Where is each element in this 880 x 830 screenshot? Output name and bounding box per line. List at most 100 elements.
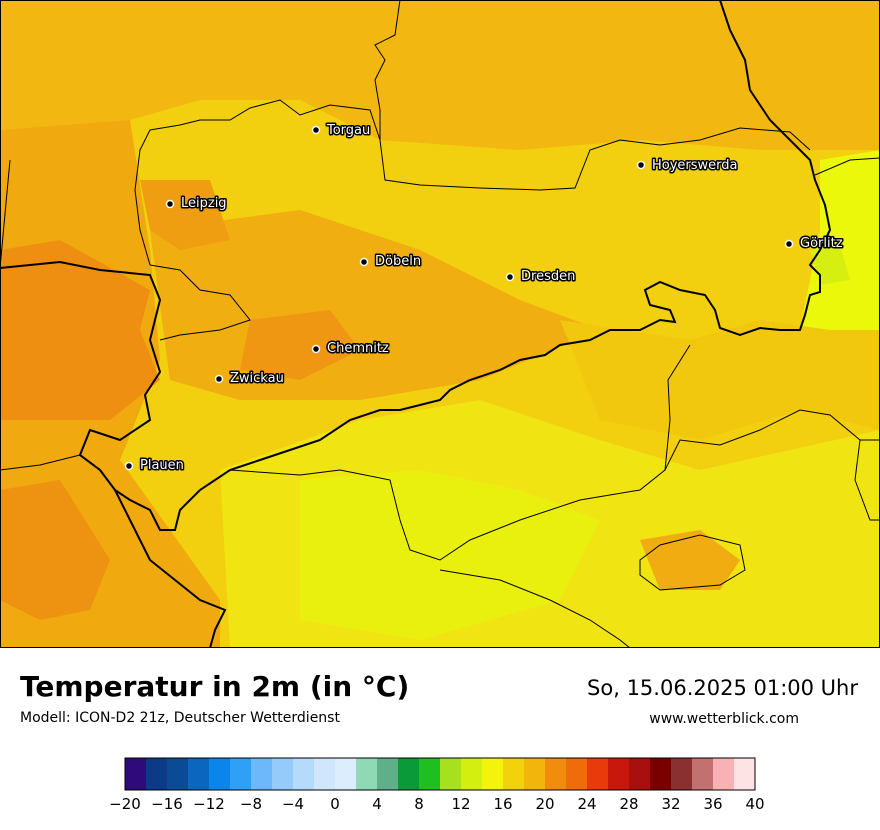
legend-tick-label: 20 <box>535 795 554 813</box>
czech-region-border-3 <box>439 569 631 648</box>
temp-zone-leipzig <box>140 180 230 250</box>
legend-swatch <box>608 758 630 790</box>
temp-zone-south-cooler <box>300 470 600 640</box>
state-border-thuringia <box>149 264 251 341</box>
city-zwickau: Zwickau <box>214 370 285 388</box>
legend-swatch <box>545 758 567 790</box>
legend-swatch <box>482 758 504 790</box>
state-border-west-south <box>0 454 81 471</box>
legend-swatch <box>251 758 273 790</box>
forecast-datetime: So, 15.06.2025 01:00 Uhr <box>587 676 858 700</box>
city-marker <box>311 344 321 354</box>
legend-swatch <box>230 758 252 790</box>
city-label: Torgau <box>326 123 370 138</box>
national-border-south <box>114 489 227 648</box>
legend-swatch <box>335 758 357 790</box>
legend-swatch <box>440 758 462 790</box>
city-hoyerswerda: Hoyerswerda <box>636 157 739 175</box>
temp-zone-southeast-warm <box>640 530 740 590</box>
city-dresden: Dresden <box>505 268 577 286</box>
legend-swatch <box>188 758 210 790</box>
czech-region-border-1 <box>229 409 880 561</box>
legend-swatch <box>377 758 399 790</box>
city-label: Dresden <box>521 269 575 284</box>
state-border-north <box>379 127 811 191</box>
legend-swatch <box>587 758 609 790</box>
legend-tick-label: 12 <box>451 795 470 813</box>
temp-zone-southwest-warm <box>0 480 110 620</box>
city-label: Görlitz <box>800 236 843 251</box>
legend-swatch <box>692 758 714 790</box>
state-border-west-left <box>0 159 11 269</box>
website-link[interactable]: www.wetterblick.com <box>649 711 799 727</box>
city-marker <box>505 272 515 282</box>
czech-region-border-2 <box>664 344 691 471</box>
map-footer: Temperatur in 2m (in °C) Modell: ICON-D2… <box>0 648 880 830</box>
legend-swatch <box>293 758 315 790</box>
legend-tick-label: 36 <box>703 795 722 813</box>
city-label: Döbeln <box>375 254 421 269</box>
city-chemnitz: Chemnitz <box>311 340 390 358</box>
poland-border-east <box>814 157 880 176</box>
page-title: Temperatur in 2m (in °C) <box>20 670 410 703</box>
legend-scale: −20 −16 −12 −8 −4 0 4 8 12 16 20 24 28 32 36 40 <box>109 757 765 813</box>
city-label: Plauen <box>140 458 184 473</box>
legend-tick-label: −4 <box>282 795 304 813</box>
legend-swatch <box>125 758 147 790</box>
legend-swatch <box>272 758 294 790</box>
legend-swatch <box>461 758 483 790</box>
legend-swatch <box>524 758 546 790</box>
legend-swatch <box>146 758 168 790</box>
city-plauen: Plauen <box>124 457 185 475</box>
legend-swatch <box>629 758 651 790</box>
color-legend: −20 −16 −12 −8 −4 0 4 8 12 16 20 24 28 32 36 40 <box>0 754 880 824</box>
legend-swatch <box>356 758 378 790</box>
legend-swatch <box>671 758 693 790</box>
temp-zone-chemnitz <box>240 310 360 380</box>
legend-swatch <box>419 758 441 790</box>
city-goerlitz: Görlitz <box>784 235 844 253</box>
city-label: Chemnitz <box>327 341 389 356</box>
model-source: Modell: ICON-D2 21z, Deutscher Wetterdie… <box>20 710 340 726</box>
legend-tick-label: 8 <box>414 795 424 813</box>
legend-tick-label: 0 <box>330 795 340 813</box>
legend-swatch <box>398 758 420 790</box>
legend-tick-label: 28 <box>619 795 638 813</box>
temperature-map: Torgau Hoyerswerda Leipzig Görlitz Döbel… <box>0 0 880 648</box>
legend-tick-label: −8 <box>240 795 262 813</box>
city-doebeln: Döbeln <box>359 253 423 271</box>
legend-tick-label: 32 <box>661 795 680 813</box>
legend-swatch <box>650 758 672 790</box>
city-marker <box>214 374 224 384</box>
legend-tick-label: −16 <box>151 795 183 813</box>
city-marker <box>636 160 646 170</box>
legend-swatch <box>503 758 525 790</box>
city-marker <box>359 257 369 267</box>
legend-swatch <box>209 758 231 790</box>
czech-region-border-5 <box>854 439 880 521</box>
legend-swatch <box>167 758 189 790</box>
legend-tick-label: 40 <box>745 795 764 813</box>
legend-tick-label: −12 <box>193 795 225 813</box>
legend-swatch <box>314 758 336 790</box>
temp-zone-north <box>0 0 880 150</box>
city-marker <box>311 125 321 135</box>
legend-tick-label: 16 <box>493 795 512 813</box>
legend-tick-label: −20 <box>109 795 141 813</box>
temp-zone-west-warm <box>0 240 160 420</box>
city-label: Leipzig <box>181 196 227 211</box>
city-label: Hoyerswerda <box>652 158 738 173</box>
city-marker <box>784 239 794 249</box>
state-border-saxony-anhalt <box>134 99 381 266</box>
legend-tick-label: 4 <box>372 795 382 813</box>
state-border-north-top <box>374 0 401 140</box>
legend-tick-label: 24 <box>577 795 596 813</box>
legend-frame <box>124 757 756 791</box>
city-label: Zwickau <box>230 371 284 386</box>
legend-swatch <box>713 758 735 790</box>
city-torgau: Torgau <box>311 122 372 140</box>
legend-swatch <box>566 758 588 790</box>
czech-region-border-4 <box>639 534 746 591</box>
city-leipzig: Leipzig <box>165 195 228 213</box>
national-border <box>0 0 832 531</box>
